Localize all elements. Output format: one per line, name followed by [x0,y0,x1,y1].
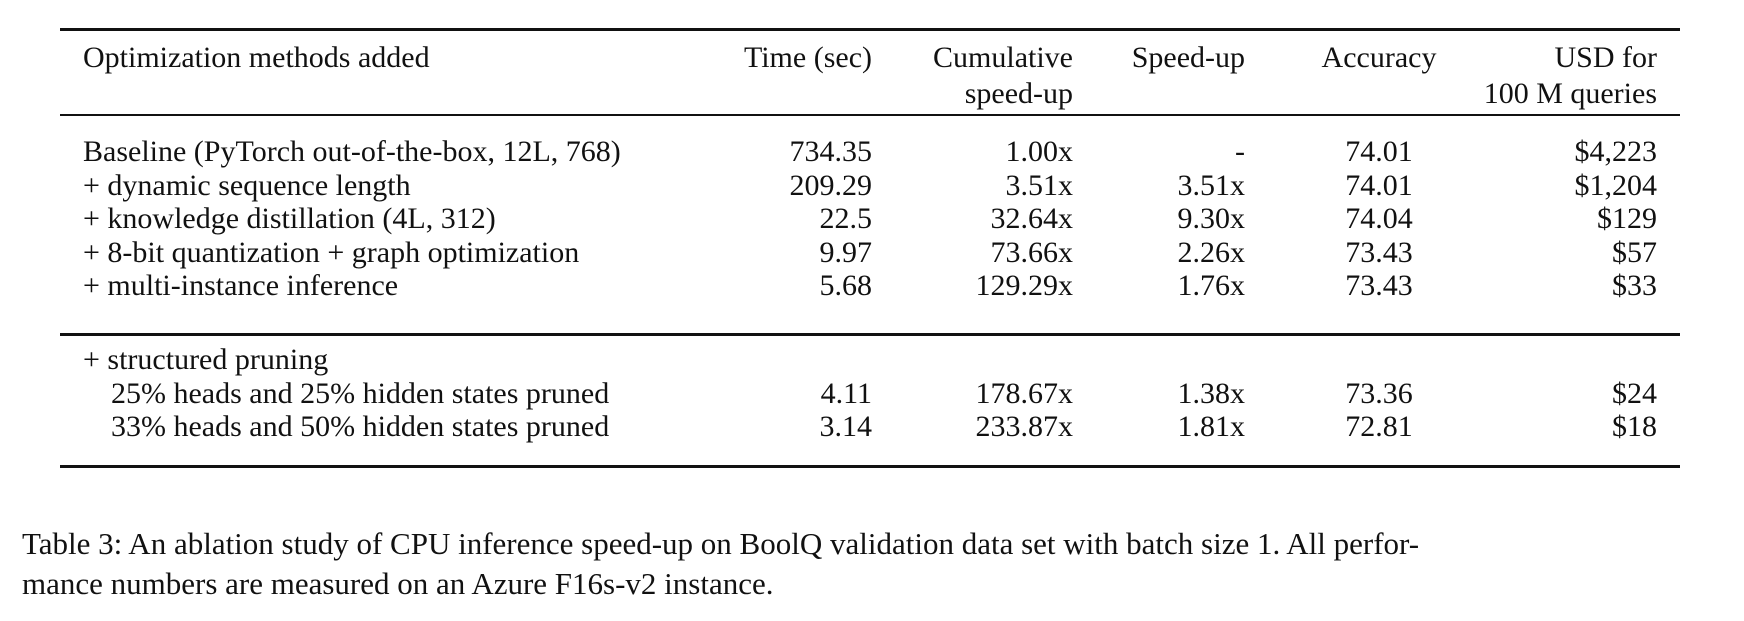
header-speedup: Speed-up [1131,41,1245,74]
row-label: 25% heads and 25% hidden states pruned [111,376,610,410]
table-group-rule [60,333,1680,336]
cell-time: 9.97 [819,235,873,269]
cell-usd: $24 [1612,376,1657,410]
header-accuracy: Accuracy [1321,41,1437,74]
cell-speedup: - [1235,135,1245,168]
table-header-rule [60,114,1680,116]
header-method: Optimization methods added [83,41,430,74]
cell-accuracy: 73.36 [1345,376,1413,410]
row-label: 33% heads and 50% hidden states pruned [111,410,610,443]
cell-cumulative: 3.51x [1005,168,1074,202]
cell-time: 4.11 [820,376,872,410]
row-label: Baseline (PyTorch out-of-the-box, 12L, 7… [83,135,621,168]
cell-time: 5.68 [819,269,873,302]
header-usd-line-1: USD for [1554,41,1658,74]
cell-usd: $1,204 [1574,168,1658,202]
cell-usd: $129 [1597,202,1657,235]
cell-accuracy: 72.81 [1345,410,1413,443]
table-top-rule [60,28,1680,31]
cell-accuracy: 74.04 [1345,202,1413,235]
cell-speedup: 1.81x [1177,410,1246,443]
table-caption: Table 3: An ablation study of CPU infere… [22,524,1722,604]
cell-speedup: 1.38x [1177,376,1246,410]
row-label: + multi-instance inference [83,269,399,302]
cell-time: 22.5 [819,202,873,235]
cell-accuracy: 73.43 [1345,269,1413,302]
cell-time: 209.29 [789,168,873,202]
cell-usd: $57 [1612,235,1657,269]
cell-time: 3.14 [819,410,873,443]
cell-speedup: 2.26x [1177,235,1246,269]
header-cumulative-line-1: Cumulative [933,41,1073,74]
cell-usd: $33 [1612,269,1657,302]
table-bottom-rule [60,465,1680,468]
row-label: + knowledge distillation (4L, 312) [83,202,496,235]
row-label: + 8-bit quantization + graph optimizatio… [83,235,580,269]
cell-cumulative: 1.00x [1005,135,1074,168]
cell-cumulative: 233.87x [975,410,1074,443]
cell-cumulative: 32.64x [990,202,1074,235]
header-time: Time (sec) [743,41,872,74]
cell-accuracy: 73.43 [1345,235,1413,269]
cell-usd: $4,223 [1574,135,1658,168]
cell-accuracy: 74.01 [1345,135,1413,168]
header-usd-line-2: 100 M queries [1483,77,1657,110]
cell-accuracy: 74.01 [1345,168,1413,202]
cell-cumulative: 178.67x [975,376,1074,410]
cell-usd: $18 [1612,410,1657,443]
row-label: + dynamic sequence length [83,168,411,202]
cell-speedup: 3.51x [1177,168,1246,202]
caption-line-2: mance numbers are measured on an Azure F… [22,566,774,601]
cell-time: 734.35 [789,135,873,168]
row-label: + structured pruning [83,343,329,376]
cell-cumulative: 73.66x [990,235,1074,269]
header-cumulative-line-2: speed-up [964,77,1073,110]
cell-speedup: 1.76x [1177,269,1246,302]
caption-line-1: Table 3: An ablation study of CPU infere… [22,526,1420,561]
cell-cumulative: 129.29x [975,269,1074,302]
cell-speedup: 9.30x [1177,202,1246,235]
